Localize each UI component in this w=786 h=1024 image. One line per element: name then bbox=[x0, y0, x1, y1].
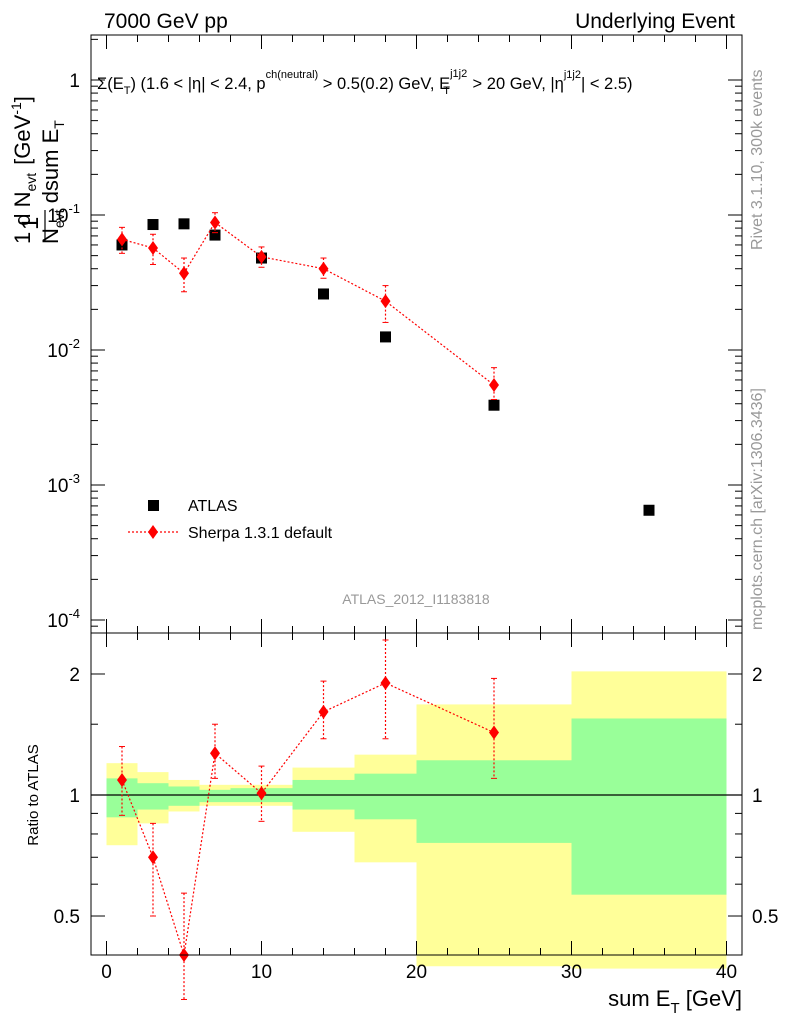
sherpa-point bbox=[380, 294, 391, 309]
ratio-point bbox=[489, 725, 499, 740]
sherpa-point bbox=[179, 266, 189, 281]
sherpa-point bbox=[210, 215, 220, 230]
atlas-point bbox=[488, 399, 500, 411]
band-inner-1 bbox=[137, 783, 169, 810]
main-ytick-label: 1 bbox=[69, 71, 80, 92]
sherpa-point bbox=[318, 261, 329, 276]
band-inner-8 bbox=[571, 718, 727, 895]
plot-title: Σ(ET) (1.6 < |η| < 2.4, pch(neutral) > 0… bbox=[97, 68, 633, 97]
legend-label-atlas: ATLAS bbox=[188, 498, 238, 515]
ratio-point bbox=[256, 786, 267, 801]
analysis-watermark: ATLAS_2012_I1183818 bbox=[342, 591, 490, 607]
atlas-point bbox=[380, 331, 391, 343]
atlas-point bbox=[643, 504, 655, 516]
band-inner-7 bbox=[416, 760, 572, 843]
legend-marker-atlas bbox=[148, 500, 159, 511]
x-tick-label: 30 bbox=[561, 962, 582, 983]
ratio-ytick-label: 0.5 bbox=[54, 907, 80, 928]
sherpa-point bbox=[256, 249, 267, 264]
ratio-ytick-label-right: 0.5 bbox=[752, 907, 778, 928]
band-inner-2 bbox=[168, 786, 200, 806]
ratio-bands bbox=[106, 671, 727, 969]
atlas-point bbox=[147, 219, 159, 231]
ratio-point bbox=[117, 772, 127, 787]
sherpa-line bbox=[121, 221, 495, 386]
ratio-point bbox=[148, 850, 158, 865]
rivet-label: Rivet 3.1.10, 300k events bbox=[749, 69, 766, 250]
atlas-point bbox=[178, 218, 190, 230]
sherpa-point bbox=[148, 240, 158, 255]
main-plot-frame bbox=[90, 34, 743, 634]
ratio-y-axis-label: Ratio to ATLAS bbox=[25, 744, 42, 845]
ratio-ytick-label-right: 2 bbox=[752, 665, 763, 686]
ratio-ytick-label: 2 bbox=[69, 665, 80, 686]
x-tick-label: 10 bbox=[251, 962, 272, 983]
x-tick-label: 40 bbox=[716, 962, 737, 983]
ratio-point bbox=[380, 675, 391, 690]
main-ytick-label: 10-4 bbox=[47, 606, 80, 632]
main-y-axis-label: 1 bbox=[17, 210, 46, 242]
main-y-axis-label-text: 1d Nevt[GeV-1] bbox=[8, 96, 39, 244]
sherpa-point bbox=[117, 232, 127, 247]
ratio-point bbox=[210, 746, 220, 761]
ratio-point bbox=[318, 704, 329, 719]
ratio-plot-frame bbox=[90, 632, 743, 956]
x-axis-label: sum ET [GeV] bbox=[608, 986, 742, 1017]
main-ytick-label: 10-2 bbox=[47, 336, 80, 362]
band-inner-3 bbox=[199, 789, 231, 803]
legend-label-sherpa: Sherpa 1.3.1 default bbox=[188, 525, 333, 542]
svg-text:1: 1 bbox=[17, 217, 44, 230]
main-ytick-label: 10-3 bbox=[47, 471, 80, 497]
atlas-point bbox=[209, 229, 221, 241]
ratio-ytick-label-right: 1 bbox=[752, 786, 763, 807]
x-tick-label: 0 bbox=[101, 962, 112, 983]
x-tick-label: 20 bbox=[406, 962, 427, 983]
legend-marker-sherpa bbox=[148, 525, 158, 539]
header-right: Underlying Event bbox=[575, 10, 735, 33]
legend: ATLAS Sherpa 1.3.1 default bbox=[128, 498, 333, 542]
atlas-point bbox=[318, 288, 329, 300]
mcplots-label: mcplots.cern.ch [arXiv:1306.3436] bbox=[749, 388, 766, 630]
ratio-line bbox=[121, 682, 495, 956]
sherpa-point bbox=[489, 378, 499, 393]
ratio-ytick-label: 1 bbox=[69, 786, 80, 807]
band-inner-6 bbox=[354, 773, 417, 820]
header-left: 7000 GeV pp bbox=[104, 10, 228, 33]
